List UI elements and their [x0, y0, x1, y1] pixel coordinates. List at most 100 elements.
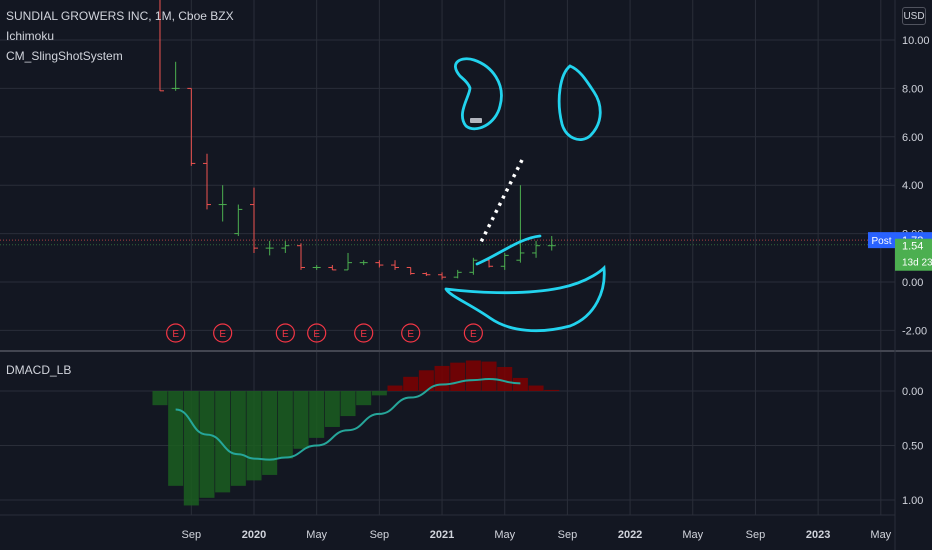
histogram-bar [183, 391, 199, 506]
time-tick-label: May [870, 529, 891, 541]
time-tick-label: 2021 [430, 529, 454, 541]
earnings-label: E [313, 329, 320, 340]
time-tick-label: May [682, 529, 703, 541]
histogram-bar [544, 389, 560, 391]
ohlc-bar [375, 260, 384, 268]
user-drawings[interactable] [444, 57, 606, 333]
histogram-bar [481, 361, 497, 391]
drawing-eye-dot [470, 118, 482, 123]
time-tick-label: Sep [182, 529, 202, 541]
indicator-dmacd[interactable]: DMACD_LB [6, 363, 72, 377]
currency-button[interactable]: USD [902, 7, 926, 25]
dmacd-tick-label: 0.00 [902, 386, 923, 398]
ohlc-bar [159, 0, 164, 92]
last-price-value: 1.54 [902, 241, 923, 253]
histogram-bar [262, 391, 278, 475]
earnings-marker[interactable]: E [213, 323, 233, 343]
ohlc-bar [171, 61, 180, 91]
symbol-title[interactable]: SUNDIAL GROWERS INC, 1M, Cboe BZX [6, 9, 234, 23]
ohlc-bar [532, 240, 541, 258]
histogram-bar [403, 376, 419, 391]
earnings-marker[interactable]: E [307, 323, 327, 343]
ohlc-bar [312, 265, 321, 270]
histogram-bar [434, 365, 450, 391]
histogram-bar [293, 391, 309, 449]
indicator-ichimoku[interactable]: Ichimoku [6, 29, 55, 43]
histogram-bar [387, 385, 403, 391]
price-tick-label: 4.00 [902, 180, 923, 192]
histogram-bar [152, 391, 168, 406]
histogram-bar [450, 362, 466, 391]
earnings-label: E [219, 329, 226, 340]
time-tick-label: Sep [746, 529, 766, 541]
ohlc-bar [297, 243, 306, 270]
earnings-marker[interactable]: E [401, 323, 421, 343]
drawing-mouth-lower [444, 264, 606, 333]
dmacd-tick-label: 0.50 [902, 441, 923, 453]
earnings-circle [401, 323, 421, 343]
ohlc-bar [547, 236, 556, 251]
ohlc-bar [344, 252, 353, 271]
earnings-circle [354, 323, 374, 343]
time-tick-label: May [494, 529, 515, 541]
ohlc-bar [234, 204, 243, 237]
histogram-bar [497, 367, 513, 391]
time-tick-label: 2022 [618, 529, 642, 541]
time-tick-label: May [306, 529, 327, 541]
histogram-bar [277, 391, 293, 459]
ohlc-bar [406, 266, 415, 275]
price-bars [159, 0, 556, 280]
time-tick-label: 2020 [242, 529, 266, 541]
earnings-circle [166, 323, 186, 343]
histogram-bar [230, 391, 246, 486]
bar-countdown: 13d 23h [902, 258, 932, 269]
time-tick-label: Sep [370, 529, 390, 541]
earnings-label: E [282, 329, 289, 340]
histogram-bar [528, 385, 544, 391]
time-axis[interactable]: Sep 2020 May Sep 2021 May Sep 2022 May Sep 2023 May [182, 529, 892, 541]
earnings-marker[interactable]: E [275, 323, 295, 343]
histogram-bar [324, 391, 340, 427]
ohlc-bar [500, 252, 509, 270]
histogram-bar [512, 377, 528, 391]
time-tick-label: 2023 [806, 529, 830, 541]
ohlc-bar [391, 260, 400, 270]
post-label-bg [868, 232, 895, 249]
histogram-bar [246, 391, 262, 481]
last-price-tag: 1.54 13d 23h [895, 238, 932, 271]
histogram-bar [340, 391, 356, 417]
drawing-right-eye [557, 64, 602, 141]
earnings-label: E [172, 329, 179, 340]
earnings-marker[interactable]: E [354, 323, 374, 343]
earnings-circle [463, 323, 483, 343]
price-tick-label: 8.00 [902, 83, 923, 95]
price-tick-label: 6.00 [902, 132, 923, 144]
price-tick-label: -2.00 [902, 325, 927, 337]
ohlc-bar [218, 185, 227, 222]
histogram-bar [371, 391, 387, 396]
earnings-marker[interactable]: E [166, 323, 186, 343]
earnings-marker[interactable]: E [463, 323, 483, 343]
indicator-slingshot[interactable]: CM_SlingShotSystem [6, 49, 123, 63]
ohlc-bar [359, 260, 368, 266]
histogram-bar [465, 360, 481, 391]
earnings-circle [307, 323, 327, 343]
last-price-bg [895, 238, 932, 271]
price-tick-label: 10.00 [902, 35, 930, 47]
drawing-mouth-upper [475, 234, 542, 266]
histogram-bar [356, 391, 372, 406]
price-tick-label: 0.00 [902, 277, 923, 289]
dmacd-tick-label: 1.00 [902, 495, 923, 507]
ohlc-bar [469, 257, 478, 275]
drawing-left-eye [454, 57, 503, 131]
histogram-bar [418, 370, 434, 391]
post-label: Post [871, 236, 891, 247]
earnings-label: E [407, 329, 414, 340]
ohlc-bar [187, 87, 196, 166]
ohlc-bar [265, 240, 274, 256]
earnings-label: E [470, 329, 477, 340]
histogram-bar [309, 391, 325, 438]
